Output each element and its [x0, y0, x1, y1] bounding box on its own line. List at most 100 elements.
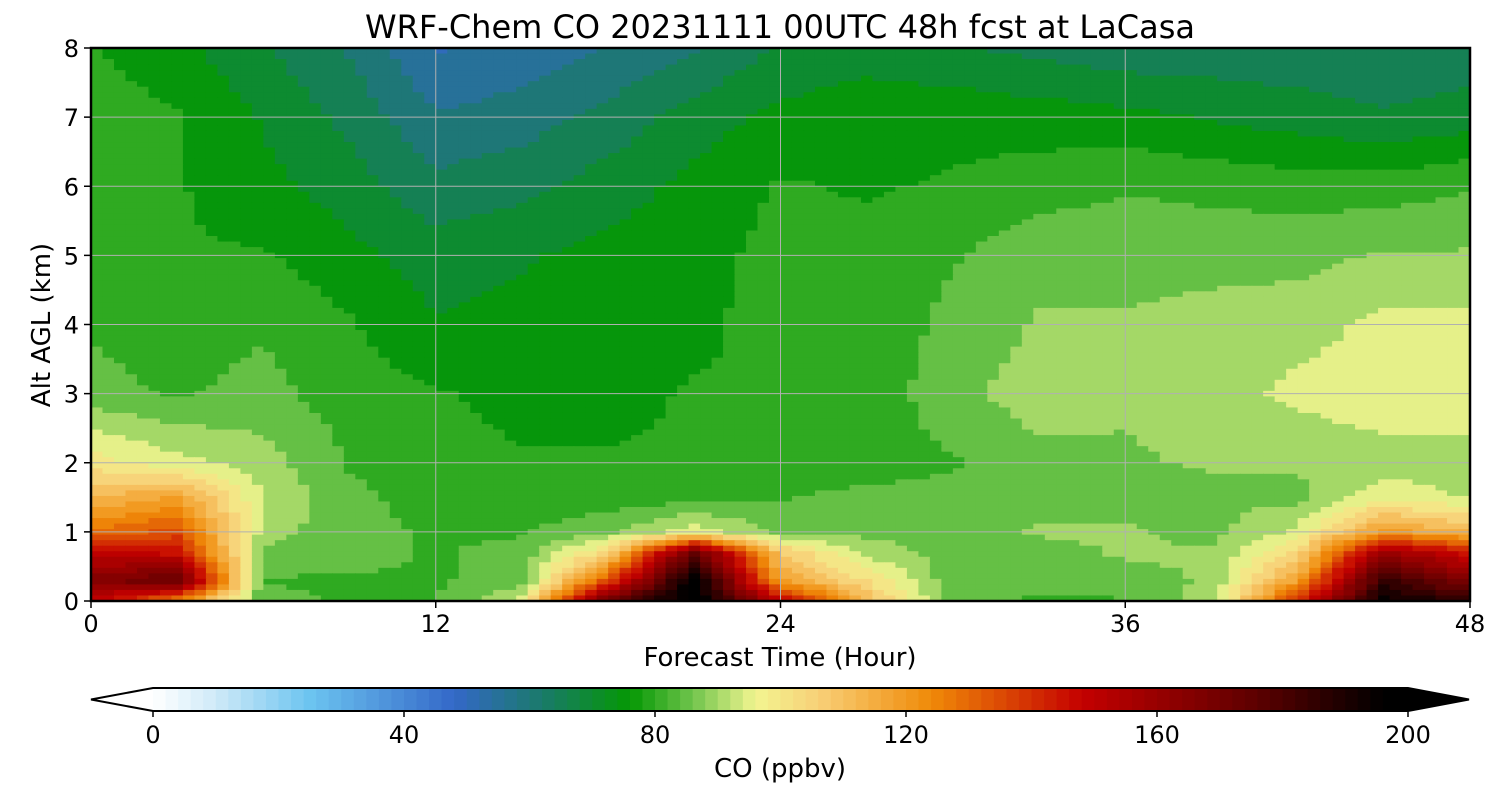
heatmap-cell: [332, 208, 345, 215]
heatmap-cell: [355, 219, 368, 226]
heatmap-cell: [228, 97, 241, 104]
heatmap-cell: [585, 224, 598, 232]
heatmap-cell: [1458, 208, 1470, 215]
heatmap-cell: [1378, 247, 1391, 254]
heatmap-cell: [458, 230, 471, 237]
heatmap-cell: [1010, 70, 1023, 77]
heatmap-cell: [1033, 86, 1046, 93]
heatmap-cell: [1182, 175, 1195, 182]
heatmap-cell: [860, 241, 874, 248]
heatmap-cell: [205, 269, 219, 276]
heatmap-cell: [1286, 269, 1299, 276]
heatmap-cell: [895, 191, 908, 198]
heatmap-cell: [769, 208, 782, 215]
heatmap-cell: [366, 263, 379, 270]
heatmap-cell: [585, 236, 598, 243]
heatmap-cell: [941, 224, 954, 232]
heatmap-cell: [1458, 236, 1470, 243]
heatmap-cell: [608, 81, 621, 88]
heatmap-cell: [1458, 164, 1470, 171]
heatmap-cell: [550, 64, 563, 71]
heatmap-cell: [125, 247, 138, 254]
heatmap-cell: [1263, 164, 1276, 171]
heatmap-cell: [1205, 75, 1218, 82]
heatmap-cell: [573, 169, 586, 176]
heatmap-cell: [769, 219, 782, 226]
heatmap-cell: [1286, 208, 1299, 215]
heatmap-cell: [837, 119, 851, 127]
heatmap-cell: [596, 147, 609, 154]
heatmap-cell: [286, 59, 299, 66]
heatmap-cell: [1067, 158, 1080, 165]
heatmap-cell: [791, 119, 805, 127]
heatmap-cell: [297, 92, 310, 99]
heatmap-cell: [194, 103, 207, 110]
heatmap-cell: [550, 92, 563, 99]
heatmap-cell: [1194, 48, 1207, 55]
heatmap-cell: [1389, 103, 1402, 110]
heatmap-cell: [148, 175, 161, 182]
heatmap-cell: [1389, 142, 1402, 149]
heatmap-cell: [757, 153, 770, 160]
heatmap-cell: [1297, 125, 1310, 132]
heatmap-cell: [1240, 48, 1253, 55]
heatmap-cell: [1355, 97, 1368, 104]
heatmap-cell: [401, 130, 414, 138]
heatmap-cell: [1067, 191, 1080, 198]
heatmap-cell: [1297, 191, 1310, 198]
heatmap-cell: [1194, 230, 1207, 237]
heatmap-cell: [1401, 75, 1414, 82]
heatmap-cell: [1458, 241, 1470, 248]
heatmap-cell: [378, 153, 391, 160]
heatmap-cell: [700, 175, 713, 182]
heatmap-cell: [171, 70, 184, 77]
heatmap-cell: [286, 64, 299, 71]
heatmap-cell: [849, 97, 862, 104]
heatmap-cell: [1309, 64, 1322, 71]
heatmap-cell: [780, 81, 793, 88]
heatmap-cell: [826, 186, 839, 193]
heatmap-cell: [424, 108, 437, 115]
heatmap-cell: [780, 70, 793, 77]
heatmap-cell: [1125, 191, 1138, 198]
heatmap-cell: [757, 75, 770, 82]
heatmap-cell: [700, 53, 713, 60]
heatmap-cell: [1171, 175, 1184, 182]
heatmap-cell: [378, 219, 391, 226]
heatmap-cell: [1159, 186, 1172, 193]
heatmap-cell: [1171, 230, 1184, 237]
heatmap-cell: [1102, 186, 1115, 193]
heatmap-cell: [1125, 224, 1138, 232]
heatmap-cell: [435, 86, 448, 93]
heatmap-cell: [401, 230, 414, 237]
heatmap-cell: [504, 81, 517, 88]
heatmap-cell: [791, 164, 805, 171]
heatmap-cell: [975, 108, 988, 115]
heatmap-cell: [1435, 70, 1448, 77]
heatmap-cell: [332, 274, 345, 281]
heatmap-cell: [872, 97, 885, 104]
heatmap-cell: [769, 213, 782, 221]
heatmap-cell: [1090, 241, 1103, 248]
heatmap-cell: [723, 169, 736, 176]
heatmap-cell: [573, 153, 586, 160]
heatmap-cell: [987, 230, 1000, 237]
heatmap-cell: [412, 202, 425, 209]
heatmap-cell: [803, 130, 816, 138]
heatmap-cell: [677, 75, 690, 82]
heatmap-cell: [596, 236, 609, 243]
heatmap-cell: [596, 119, 609, 127]
heatmap-cell: [493, 169, 506, 176]
heatmap-cell: [424, 130, 437, 138]
heatmap-cell: [240, 191, 253, 198]
heatmap-cell: [688, 219, 701, 226]
heatmap-cell: [1159, 153, 1172, 160]
heatmap-cell: [734, 53, 747, 60]
heatmap-cell: [723, 59, 736, 66]
heatmap-cell: [849, 224, 862, 232]
heatmap-cell: [251, 48, 264, 55]
heatmap-cell: [654, 136, 667, 143]
heatmap-cell: [286, 136, 299, 143]
heatmap-cell: [964, 103, 977, 110]
heatmap-cell: [1056, 258, 1069, 265]
